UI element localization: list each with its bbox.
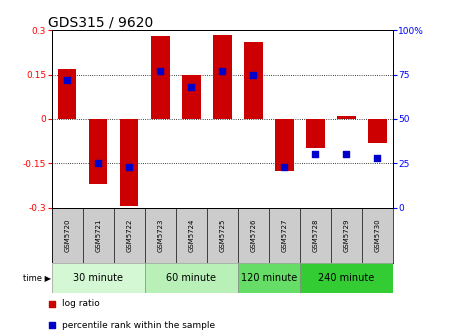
Bar: [238, 208, 269, 263]
Text: 240 minute: 240 minute: [318, 273, 374, 283]
Bar: [300, 208, 331, 263]
Text: GSM5727: GSM5727: [282, 218, 287, 252]
Point: [219, 20, 226, 26]
Bar: [83, 208, 114, 263]
Text: time ▶: time ▶: [23, 274, 51, 282]
Bar: [114, 208, 145, 263]
Point: [312, 152, 319, 157]
Text: GSM5730: GSM5730: [374, 218, 380, 252]
Bar: [300, 263, 393, 293]
Bar: [238, 263, 300, 293]
Point: [219, 215, 226, 220]
Bar: [176, 208, 207, 263]
Bar: [362, 208, 393, 263]
Point: [219, 68, 226, 74]
Bar: [58, 69, 76, 119]
Text: 120 minute: 120 minute: [241, 273, 297, 283]
Point: [343, 152, 350, 157]
Bar: [151, 36, 170, 119]
Text: GSM5720: GSM5720: [64, 218, 70, 252]
Point: [374, 155, 381, 161]
Text: GSM5725: GSM5725: [219, 218, 225, 252]
Point: [64, 77, 71, 83]
Point: [95, 161, 102, 166]
Text: GSM5729: GSM5729: [343, 218, 349, 252]
Bar: [182, 75, 201, 119]
Bar: [145, 263, 238, 293]
Point: [250, 72, 257, 77]
Point: [281, 164, 288, 169]
Bar: [337, 116, 356, 119]
Point: [188, 84, 195, 90]
Point: [157, 68, 164, 74]
Bar: [269, 208, 300, 263]
Bar: [120, 119, 138, 206]
Text: GSM5721: GSM5721: [95, 218, 101, 252]
Text: percentile rank within the sample: percentile rank within the sample: [62, 321, 215, 330]
Text: GSM5726: GSM5726: [250, 218, 256, 252]
Bar: [306, 119, 325, 149]
Text: 30 minute: 30 minute: [73, 273, 123, 283]
Text: GSM5728: GSM5728: [313, 218, 318, 252]
Bar: [89, 119, 107, 184]
Text: 60 minute: 60 minute: [166, 273, 216, 283]
Text: GDS315 / 9620: GDS315 / 9620: [48, 15, 154, 29]
Text: GSM5722: GSM5722: [126, 218, 132, 252]
Bar: [145, 208, 176, 263]
Text: GSM5724: GSM5724: [188, 218, 194, 252]
Bar: [207, 208, 238, 263]
Bar: [331, 208, 362, 263]
Bar: [368, 119, 387, 142]
Text: GSM5723: GSM5723: [157, 218, 163, 252]
Bar: [52, 208, 83, 263]
Bar: [244, 42, 263, 119]
Bar: [52, 263, 145, 293]
Text: log ratio: log ratio: [62, 299, 100, 308]
Bar: [213, 35, 232, 119]
Bar: [275, 119, 294, 171]
Point: [126, 164, 133, 169]
